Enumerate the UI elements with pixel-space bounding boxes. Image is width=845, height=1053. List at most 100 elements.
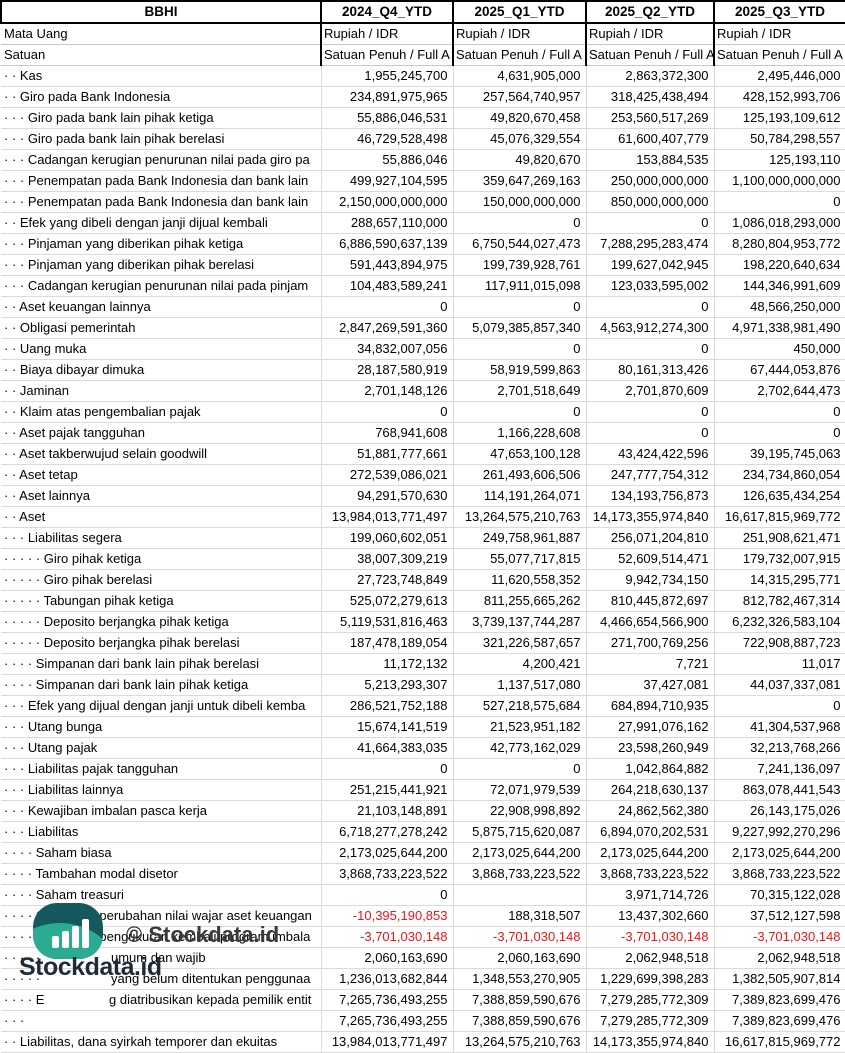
cell-value[interactable]: 49,820,670,458 (452, 107, 586, 129)
row-label[interactable]: · · · · · Deposito berjangka pihak berel… (1, 632, 321, 654)
cell-value[interactable]: 3,868,733,223,522 (585, 863, 714, 885)
cell-value[interactable]: 234,734,860,054 (713, 464, 845, 486)
cell-value[interactable]: 863,078,441,543 (713, 779, 845, 801)
cell-value[interactable]: 850,000,000,000 (585, 191, 714, 213)
cell-value[interactable]: 55,886,046 (320, 149, 453, 171)
cell-value[interactable]: 117,911,015,098 (452, 275, 586, 297)
cell-value[interactable]: 188,318,507 (452, 905, 586, 927)
cell-value[interactable]: 48,566,250,000 (713, 296, 845, 318)
cell-value[interactable]: Satuan Penuh / Full A (713, 44, 845, 66)
cell-value[interactable]: 768,941,608 (320, 422, 453, 444)
row-label[interactable]: · · · Cadangan kerugian penurunan nilai … (1, 275, 321, 297)
cell-value[interactable]: 428,152,993,706 (713, 86, 845, 108)
cell-value[interactable]: 9,942,734,150 (585, 569, 714, 591)
row-label[interactable]: Satuan (1, 44, 321, 66)
cell-value[interactable]: 1,137,517,080 (452, 674, 586, 696)
cell-value[interactable]: 257,564,740,957 (452, 86, 586, 108)
cell-value[interactable]: 6,894,070,202,531 (585, 821, 714, 843)
row-label[interactable]: · · · · Saham treasuri (1, 884, 321, 906)
cell-value[interactable]: 41,304,537,968 (713, 716, 845, 738)
cell-value[interactable]: 8,280,804,953,772 (713, 233, 845, 255)
cell-value[interactable]: 1,086,018,293,000 (713, 212, 845, 234)
cell-value[interactable]: 286,521,752,188 (320, 695, 453, 717)
cell-value[interactable]: 114,191,264,071 (452, 485, 586, 507)
row-label[interactable]: · · Klaim atas pengembalian pajak (1, 401, 321, 423)
cell-value[interactable]: 134,193,756,873 (585, 485, 714, 507)
cell-value[interactable]: 125,193,109,612 (713, 107, 845, 129)
row-label[interactable]: · · Efek yang dibeli dengan janji dijual… (1, 212, 321, 234)
cell-value[interactable]: 7,721 (585, 653, 714, 675)
cell-value[interactable]: 49,820,670 (452, 149, 586, 171)
cell-value[interactable]: 2,173,025,644,200 (452, 842, 586, 864)
cell-value[interactable]: 2,495,446,000 (713, 65, 845, 87)
cell-value[interactable]: 0 (320, 401, 453, 423)
cell-value[interactable]: 14,173,355,974,840 (585, 506, 714, 528)
cell-value[interactable]: 0 (585, 296, 714, 318)
row-label[interactable]: · · · Giro pada bank lain pihak ketiga (1, 107, 321, 129)
cell-value[interactable]: 450,000 (713, 338, 845, 360)
cell-value[interactable]: Satuan Penuh / Full A (452, 44, 586, 66)
cell-value[interactable]: 722,908,887,723 (713, 632, 845, 654)
cell-value[interactable]: 4,563,912,274,300 (585, 317, 714, 339)
cell-value[interactable]: 179,732,007,915 (713, 548, 845, 570)
cell-value[interactable]: 7,388,859,590,676 (452, 1010, 586, 1032)
row-label[interactable]: · · Aset (1, 506, 321, 528)
cell-value[interactable]: Rupiah / IDR (320, 23, 453, 45)
cell-value[interactable]: 7,388,859,590,676 (452, 989, 586, 1011)
cell-value[interactable]: 7,265,736,493,255 (320, 1010, 453, 1032)
cell-value[interactable]: 359,647,269,163 (452, 170, 586, 192)
cell-value[interactable]: 13,264,575,210,763 (452, 1031, 586, 1053)
cell-value[interactable]: -3,701,030,148 (713, 926, 845, 948)
cell-value[interactable]: 28,187,580,919 (320, 359, 453, 381)
cell-value[interactable]: 0 (585, 338, 714, 360)
cell-value[interactable]: 2,060,163,690 (452, 947, 586, 969)
cell-value[interactable]: 58,919,599,863 (452, 359, 586, 381)
cell-value[interactable]: -3,701,030,148 (585, 926, 714, 948)
row-label[interactable]: · · · · · yang belum ditentukan penggunaa (1, 968, 321, 990)
cell-value[interactable]: -3,701,030,148 (320, 926, 453, 948)
cell-value[interactable]: 318,425,438,494 (585, 86, 714, 108)
cell-value[interactable]: 41,664,383,035 (320, 737, 453, 759)
row-label[interactable]: · · Kas (1, 65, 321, 87)
cell-value[interactable]: 43,424,422,596 (585, 443, 714, 465)
cell-value[interactable]: 6,232,326,583,104 (713, 611, 845, 633)
cell-value[interactable]: 5,213,293,307 (320, 674, 453, 696)
cell-value[interactable]: 0 (713, 191, 845, 213)
cell-value[interactable]: 14,315,295,771 (713, 569, 845, 591)
cell-value[interactable]: 13,437,302,660 (585, 905, 714, 927)
cell-value[interactable]: 2,173,025,644,200 (320, 842, 453, 864)
cell-value[interactable]: 13,984,013,771,497 (320, 506, 453, 528)
cell-value[interactable]: 26,143,175,026 (713, 800, 845, 822)
cell-value[interactable]: 198,220,640,634 (713, 254, 845, 276)
cell-value[interactable]: 249,758,961,887 (452, 527, 586, 549)
cell-value[interactable]: 250,000,000,000 (585, 170, 714, 192)
cell-value[interactable]: 2,701,518,649 (452, 380, 586, 402)
cell-value[interactable]: 1,166,228,608 (452, 422, 586, 444)
row-label[interactable]: · · · Liabilitas segera (1, 527, 321, 549)
cell-value[interactable]: 5,119,531,816,463 (320, 611, 453, 633)
cell-value[interactable]: 123,033,595,002 (585, 275, 714, 297)
row-label[interactable]: · · · · Tambahan modal disetor (1, 863, 321, 885)
cell-value[interactable]: 150,000,000,000 (452, 191, 586, 213)
cell-value[interactable]: 5,875,715,620,087 (452, 821, 586, 843)
row-label[interactable]: Mata Uang (1, 23, 321, 45)
cell-value[interactable]: 684,894,710,935 (585, 695, 714, 717)
cell-value[interactable]: 2,062,948,518 (585, 947, 714, 969)
cell-value[interactable]: 2,701,148,126 (320, 380, 453, 402)
cell-value[interactable]: 11,172,132 (320, 653, 453, 675)
row-label[interactable]: · · · · · Giro pihak ketiga (1, 548, 321, 570)
cell-value[interactable]: 70,315,122,028 (713, 884, 845, 906)
cell-value[interactable]: 499,927,104,595 (320, 170, 453, 192)
cell-value[interactable]: 2,863,372,300 (585, 65, 714, 87)
cell-value[interactable]: Rupiah / IDR (452, 23, 586, 45)
cell-value[interactable]: 7,279,285,772,309 (585, 1010, 714, 1032)
cell-value[interactable]: 810,445,872,697 (585, 590, 714, 612)
row-label[interactable]: · · · Cadangan kerugian penurunan nilai … (1, 149, 321, 171)
cell-value[interactable]: 591,443,894,975 (320, 254, 453, 276)
cell-value[interactable]: 37,427,081 (585, 674, 714, 696)
cell-value[interactable]: 2,062,948,518 (713, 947, 845, 969)
cell-value[interactable]: 4,631,905,000 (452, 65, 586, 87)
cell-value[interactable]: 42,773,162,029 (452, 737, 586, 759)
cell-value[interactable]: 38,007,309,219 (320, 548, 453, 570)
cell-value[interactable]: 812,782,467,314 (713, 590, 845, 612)
